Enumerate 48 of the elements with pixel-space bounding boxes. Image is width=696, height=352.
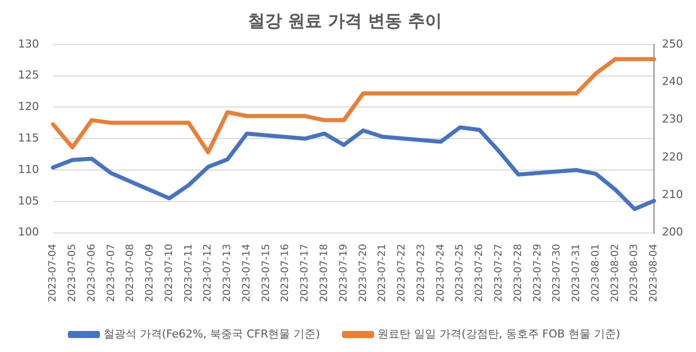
- x-tick-label: 2023-07-21: [377, 244, 388, 302]
- legend-label: 원료탄 일일 가격(강점탄, 동호주 FOB 현물 기준): [378, 327, 620, 340]
- x-tick-label: 2023-07-24: [435, 244, 446, 302]
- x-tick-label: 2023-07-10: [164, 244, 175, 302]
- x-tick-label: 2023-07-19: [338, 244, 350, 302]
- x-tick-label: 2023-07-11: [183, 244, 194, 302]
- x-tick-label: 2023-07-17: [300, 244, 311, 302]
- y-tick-label: 105: [18, 194, 39, 208]
- legend-label: 철광석 가격(Fe62%, 북중국 CFR현물 기준): [103, 327, 320, 340]
- x-tick-label: 2023-07-25: [454, 244, 466, 302]
- y-tick-label: 100: [18, 226, 39, 239]
- y2-tick-label: 230: [662, 112, 684, 126]
- x-tick-label: 2023-07-14: [241, 244, 252, 302]
- x-tick-label: 2023-07-18: [319, 244, 330, 302]
- y2-tick-label: 250: [662, 37, 684, 50]
- x-tick-label: 2023-07-23: [416, 244, 427, 302]
- x-tick-label: 2023-07-22: [396, 244, 408, 302]
- y-tick-label: 130: [18, 37, 39, 50]
- x-tick-label: 2023-07-15: [260, 244, 272, 302]
- x-tick-label: 2023-07-12: [202, 244, 214, 302]
- y2-tick-label: 200: [662, 226, 684, 239]
- y2-tick-label: 240: [662, 74, 684, 88]
- y-tick-label: 115: [18, 132, 39, 144]
- y-tick-label: 125: [18, 68, 39, 82]
- x-tick-label: 2023-07-08: [125, 244, 136, 302]
- x-tick-label: 2023-07-28: [512, 244, 524, 302]
- x-tick-label: 2023-08-04: [648, 244, 660, 302]
- x-tick-label: 2023-07-31: [571, 244, 582, 302]
- y-tick-label: 120: [18, 100, 39, 114]
- x-tick-label: 2023-07-20: [358, 244, 369, 302]
- x-tick-label: 2023-07-07: [106, 244, 117, 302]
- x-tick-label: 2023-07-30: [552, 244, 563, 302]
- x-tick-label: 2023-07-16: [280, 244, 292, 302]
- x-tick-label: 2023-07-06: [86, 244, 98, 302]
- x-tick-label: 2023-07-13: [222, 244, 234, 302]
- y2-tick-label: 220: [662, 150, 684, 164]
- x-tick-label: 2023-08-02: [610, 244, 621, 302]
- x-tick-label: 2023-07-04: [48, 244, 59, 302]
- x-tick-label: 2023-07-09: [144, 244, 156, 302]
- x-tick-label: 2023-07-27: [494, 244, 504, 302]
- x-tick-label: 2023-08-01: [590, 244, 602, 302]
- chart-title: 철강 원료 가격 변동 추이: [248, 12, 442, 32]
- x-tick-label: 2023-07-26: [474, 244, 486, 302]
- x-tick-label: 2023-07-29: [532, 244, 544, 302]
- y2-tick-label: 210: [662, 188, 684, 202]
- x-tick-label: 2023-08-03: [629, 244, 640, 302]
- x-tick-label: 2023-07-05: [66, 244, 78, 302]
- y-tick-label: 110: [18, 162, 39, 176]
